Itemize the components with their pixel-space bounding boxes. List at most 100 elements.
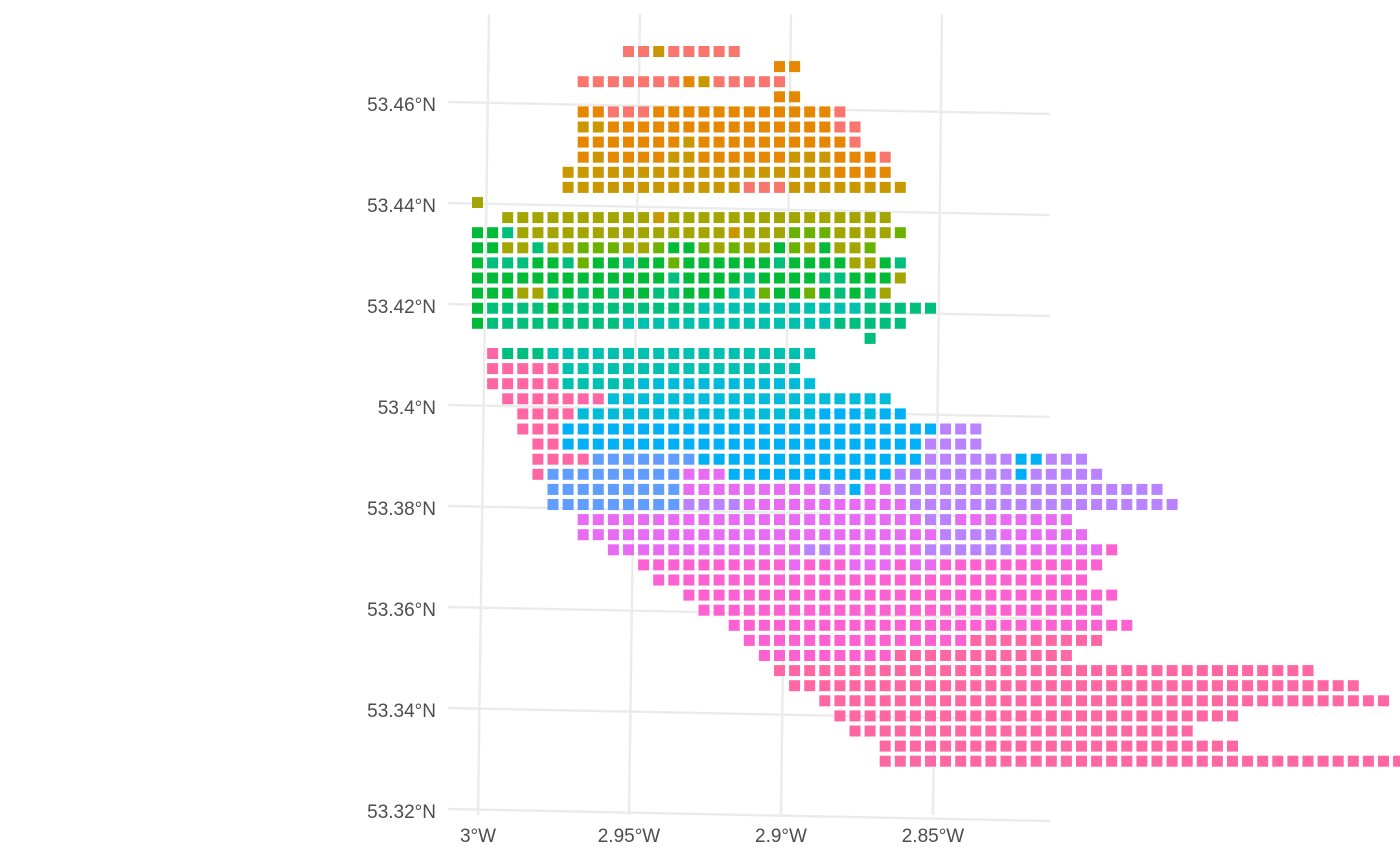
map-cell [774,634,785,646]
map-cell [909,423,921,435]
map-cell [1106,725,1118,737]
map-cell [789,589,801,601]
map-cell [592,166,604,178]
map-cell [894,181,906,193]
map-cell [1332,695,1344,707]
map-cell [517,287,529,299]
map-cell [698,499,710,510]
map-cell [638,272,650,284]
map-cell [1106,544,1118,556]
map-cell [864,438,876,450]
map-cell [728,348,740,359]
map-cell [743,302,755,314]
map-cell [472,257,483,269]
map-cell [592,287,604,299]
map-cell [789,483,801,495]
map-cell [758,378,770,390]
map-cell [849,212,861,224]
map-cell [955,544,967,556]
map-cell [1045,725,1057,737]
map-cell [879,755,891,767]
map-cell [1106,680,1118,692]
map-cell [1076,619,1087,631]
map-cell [698,423,710,435]
map-cell [577,121,589,133]
map-cell [1211,710,1223,722]
map-cell [1091,604,1103,616]
map-cell [894,589,906,601]
map-cell [713,348,725,359]
map-cell [653,408,665,420]
map-cell [985,559,997,571]
map-cell [668,574,680,586]
map-cell [789,287,801,299]
map-cell [1015,559,1027,571]
map-cell [804,393,816,405]
map-cell [683,363,695,375]
map-cell [668,257,680,269]
map-cell [607,257,619,269]
map-cell [1076,755,1087,767]
map-cell [638,76,650,88]
map-cell [864,483,876,495]
map-cell [804,106,816,118]
map-cell [1332,680,1344,692]
map-cell [592,136,604,148]
map-cell [472,272,483,284]
map-cell [547,438,559,450]
map-cell [804,589,816,601]
map-cell [547,272,559,284]
map-cell [743,378,755,390]
map-cell [774,665,785,677]
map-cell [955,589,967,601]
map-cell [577,499,589,510]
map-cell [472,242,483,254]
x-tick-label: 2.95°W [598,826,661,847]
map-cell [894,634,906,646]
map-cell [1106,483,1118,495]
map-cell [713,46,725,57]
map-cell [789,257,801,269]
map-cell [607,227,619,239]
map-cell [789,559,801,571]
map-cell [879,272,891,284]
map-cell [955,468,967,480]
map-cell [955,710,967,722]
map-cell [1091,725,1103,737]
map-cell [758,438,770,450]
map-cell [804,272,816,284]
map-cell [683,181,695,193]
map-cell [517,257,529,269]
map-cell [955,499,967,510]
map-cell [1091,468,1103,480]
map-cell [1076,710,1087,722]
map-cell [985,589,997,601]
map-cell [638,529,650,541]
map-cell [819,136,831,148]
map-cell [698,453,710,465]
map-cell [653,181,665,193]
map-cell [562,408,574,420]
map-cell [1000,529,1012,541]
map-cell [562,287,574,299]
map-cell [1332,755,1344,767]
map-cell [472,197,483,208]
map-cell [1196,680,1208,692]
map-cell [487,317,499,329]
map-cell [487,302,499,314]
map-cell [1166,665,1178,677]
map-cell [1030,710,1042,722]
map-cell [758,166,770,178]
map-cell [683,151,695,163]
map-cell [879,634,891,646]
map-cell [502,363,514,375]
map-cell [1166,695,1178,707]
map-cell [698,212,710,224]
map-cell [683,166,695,178]
map-cell [789,302,801,314]
map-cell [698,257,710,269]
map-cell [713,438,725,450]
map-cell [592,212,604,224]
map-cell [577,453,589,465]
map-cell [1076,665,1087,677]
